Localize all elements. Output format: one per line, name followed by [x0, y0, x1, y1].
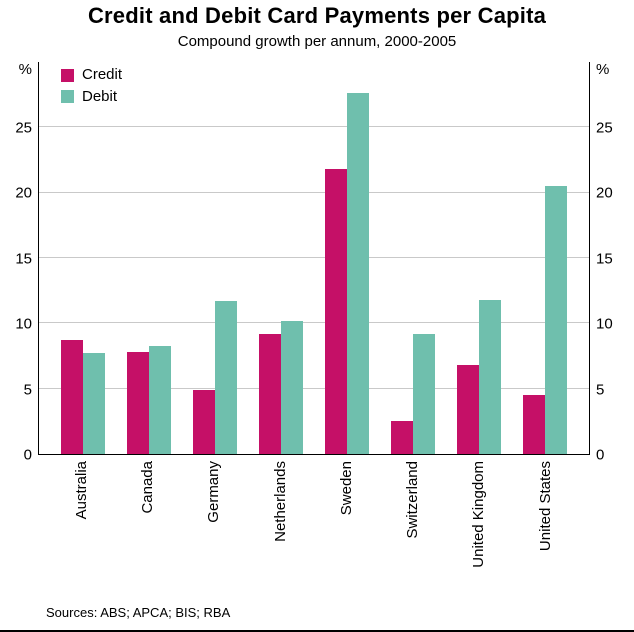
sources-note: Sources: ABS; APCA; BIS; RBA — [46, 605, 231, 620]
credit-bar-netherlands — [259, 333, 281, 454]
y-tick-label-15: 15 — [15, 250, 32, 267]
y-tick-label-25: 25 — [596, 119, 613, 136]
y-axis-unit-left: % — [18, 61, 32, 78]
credit-bar-sweden — [325, 169, 347, 454]
chart-subtitle: Compound growth per annum, 2000-2005 — [177, 33, 457, 50]
y-tick-label-20: 20 — [596, 184, 613, 202]
credit-bar-canada — [127, 352, 149, 454]
gridline-15 — [39, 257, 589, 258]
x-label-cell-germany: Germany — [193, 461, 237, 528]
legend-item-credit: Credit — [61, 66, 123, 84]
plot-area: Credit Debit — [38, 62, 590, 455]
y-tick-label-10: 10 — [15, 315, 32, 333]
legend-swatch-debit — [61, 90, 74, 104]
x-axis-labels: Australia Canada Germany Netherlands Sweden S… — [38, 461, 590, 573]
x-tick-label-switzerland: Switzerland — [404, 461, 422, 539]
debit-bar-united-kingdom — [479, 299, 501, 454]
debit-bar-australia — [83, 353, 105, 454]
x-label-cell-switzerland: Switzerland — [391, 461, 435, 544]
y-tick-label-10: 10 — [596, 315, 613, 333]
y-axis-left: 0 5 10 15 20 25 — [2, 62, 32, 463]
x-tick-label-united-states: United States — [536, 461, 554, 552]
gridline-25 — [39, 126, 589, 128]
credit-bar-germany — [193, 389, 215, 454]
y-tick-label-25: 25 — [15, 119, 32, 136]
y-tick-label-5: 5 — [596, 381, 605, 399]
bar-group-canada — [127, 62, 171, 454]
gridline-10 — [39, 322, 589, 324]
gridline-5 — [39, 387, 589, 389]
x-tick-label-united-kingdom: United Kingdom — [470, 461, 488, 568]
x-tick-label-netherlands: Netherlands — [271, 461, 289, 542]
debit-bar-netherlands — [281, 320, 303, 454]
chart-title: Credit and Debit Card Payments per Capit… — [87, 3, 547, 28]
x-label-cell-united-states: United States — [524, 461, 568, 556]
debit-bar-canada — [149, 345, 171, 454]
debit-bar-united-states — [545, 186, 567, 454]
bar-group-switzerland — [391, 62, 435, 454]
x-label-cell-united-kingdom: United Kingdom — [458, 461, 502, 573]
y-tick-label-5: 5 — [23, 381, 32, 399]
bar-group-sweden — [325, 62, 369, 454]
legend-label-debit: Debit — [82, 87, 118, 105]
x-tick-label-canada: Canada — [139, 461, 157, 514]
credit-bar-australia — [61, 340, 83, 454]
bar-group-united-kingdom — [457, 62, 501, 454]
y-tick-label-0: 0 — [596, 446, 605, 464]
x-label-cell-sweden: Sweden — [325, 461, 369, 520]
x-tick-label-sweden: Sweden — [337, 461, 355, 516]
bar-group-netherlands — [259, 62, 303, 454]
y-tick-label-20: 20 — [15, 184, 32, 202]
debit-bar-germany — [215, 301, 237, 454]
legend-label-credit: Credit — [82, 66, 123, 83]
x-tick-label-australia: Australia — [72, 461, 90, 520]
debit-bar-sweden — [347, 93, 369, 454]
bar-group-australia — [61, 62, 105, 454]
y-tick-label-0: 0 — [23, 446, 32, 464]
credit-bar-united-kingdom — [457, 365, 479, 454]
credit-bar-switzerland — [391, 421, 413, 454]
bar-groups — [39, 62, 589, 454]
debit-bar-switzerland — [413, 333, 435, 454]
x-tick-label-germany: Germany — [205, 461, 223, 523]
bar-group-germany — [193, 62, 237, 454]
credit-bar-united-states — [523, 395, 545, 454]
legend-swatch-credit — [61, 68, 74, 82]
x-label-cell-canada: Canada — [126, 461, 170, 519]
gridline-20 — [39, 191, 589, 193]
y-tick-label-15: 15 — [596, 250, 613, 267]
y-axis-unit-right: % — [596, 61, 610, 78]
x-label-cell-australia: Australia — [60, 461, 104, 524]
bottom-rule — [0, 630, 634, 632]
y-axis-right: 0 5 10 15 20 25 — [596, 62, 626, 463]
bar-group-united-states — [523, 62, 567, 454]
legend-item-debit: Debit — [61, 87, 122, 106]
legend: Credit Debit — [61, 66, 123, 110]
x-label-cell-netherlands: Netherlands — [259, 461, 303, 547]
